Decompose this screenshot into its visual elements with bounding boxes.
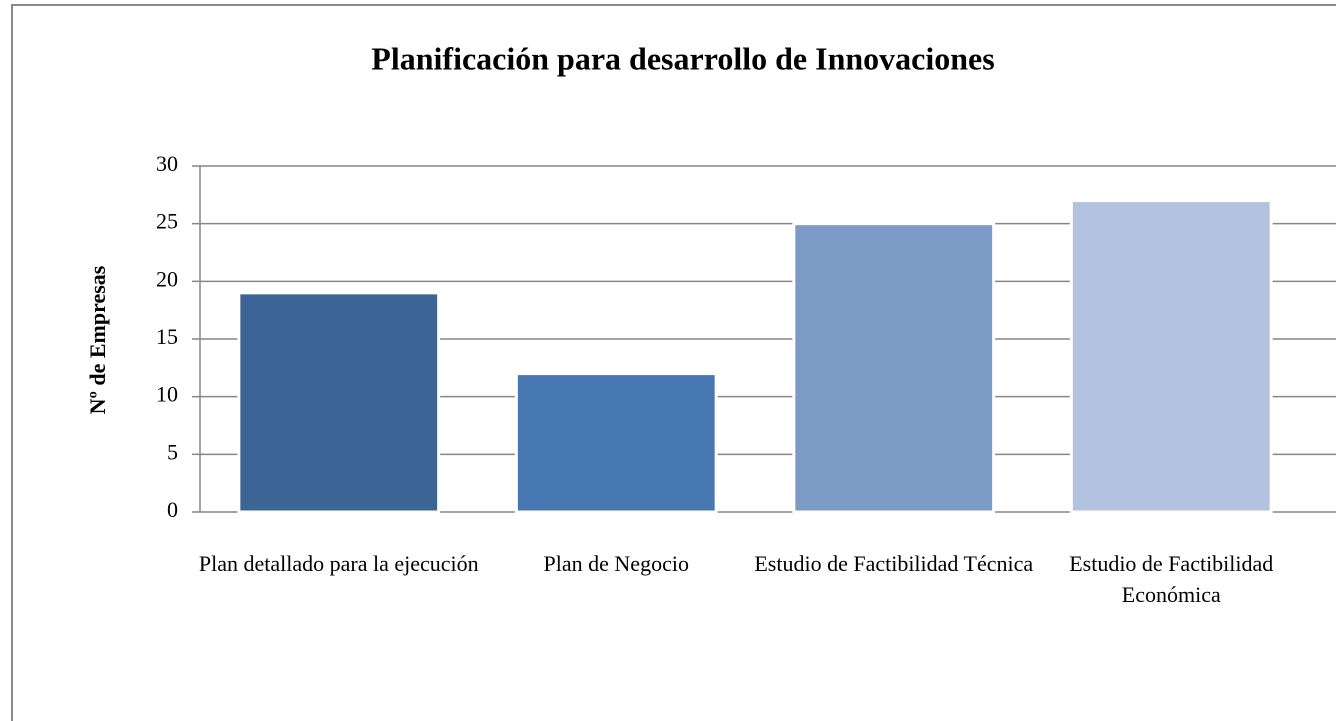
y-tick-label: 15 xyxy=(156,324,178,349)
y-tick-label: 5 xyxy=(167,439,178,464)
x-tick-label: Estudio de Factibilidad Técnica xyxy=(754,551,1034,576)
y-tick-label: 10 xyxy=(156,382,178,407)
bar xyxy=(792,222,996,514)
y-axis-label: Nº de Empresas xyxy=(85,265,110,414)
x-tick-label: Estudio de Factibilidad Económica xyxy=(1069,551,1274,607)
y-tick-label: 30 xyxy=(156,151,178,176)
chart-title: Planificación para desarrollo de Innovac… xyxy=(371,40,994,76)
bar xyxy=(1069,199,1273,514)
x-tick-label: Plan detallado para la ejecución xyxy=(198,551,479,576)
y-tick-label: 0 xyxy=(167,497,178,522)
x-tick-label: Plan de Negocio xyxy=(543,551,689,576)
y-tick-label: 25 xyxy=(156,209,178,234)
y-tick-label: 20 xyxy=(156,266,178,291)
bar xyxy=(514,372,718,514)
bar xyxy=(237,291,441,514)
